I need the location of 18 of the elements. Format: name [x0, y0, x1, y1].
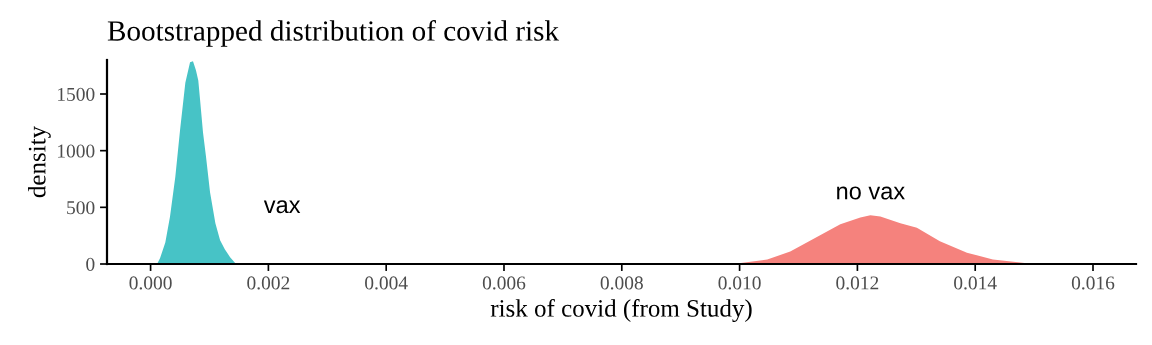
x-tick-label: 0.010	[718, 276, 761, 290]
y-axis-title: density	[28, 125, 51, 198]
x-tick-label: 0.016	[1071, 276, 1115, 290]
x-tick-label: 0.000	[129, 276, 172, 290]
x-tick-label: 0.006	[482, 276, 526, 290]
x-tick-label: 0.008	[600, 276, 643, 290]
x-tick-label: 0.004	[365, 276, 408, 290]
series-label: no vax	[837, 186, 905, 200]
y-tick-label: 500	[67, 201, 95, 215]
y-tick-label: 1000	[58, 144, 95, 158]
chart-title: Bootstrapped distribution of covid risk	[107, 20, 560, 47]
y-tick-label: 0	[86, 257, 95, 271]
x-tick-label: 0.002	[247, 276, 290, 290]
text: vax	[263, 200, 301, 214]
x-tick-label: 0.014	[954, 276, 997, 290]
x-tick-label: 0.012	[836, 276, 879, 290]
x-axis-title: risk of covid (from Study)	[490, 298, 752, 322]
y-tick-label: 1500	[58, 87, 95, 101]
